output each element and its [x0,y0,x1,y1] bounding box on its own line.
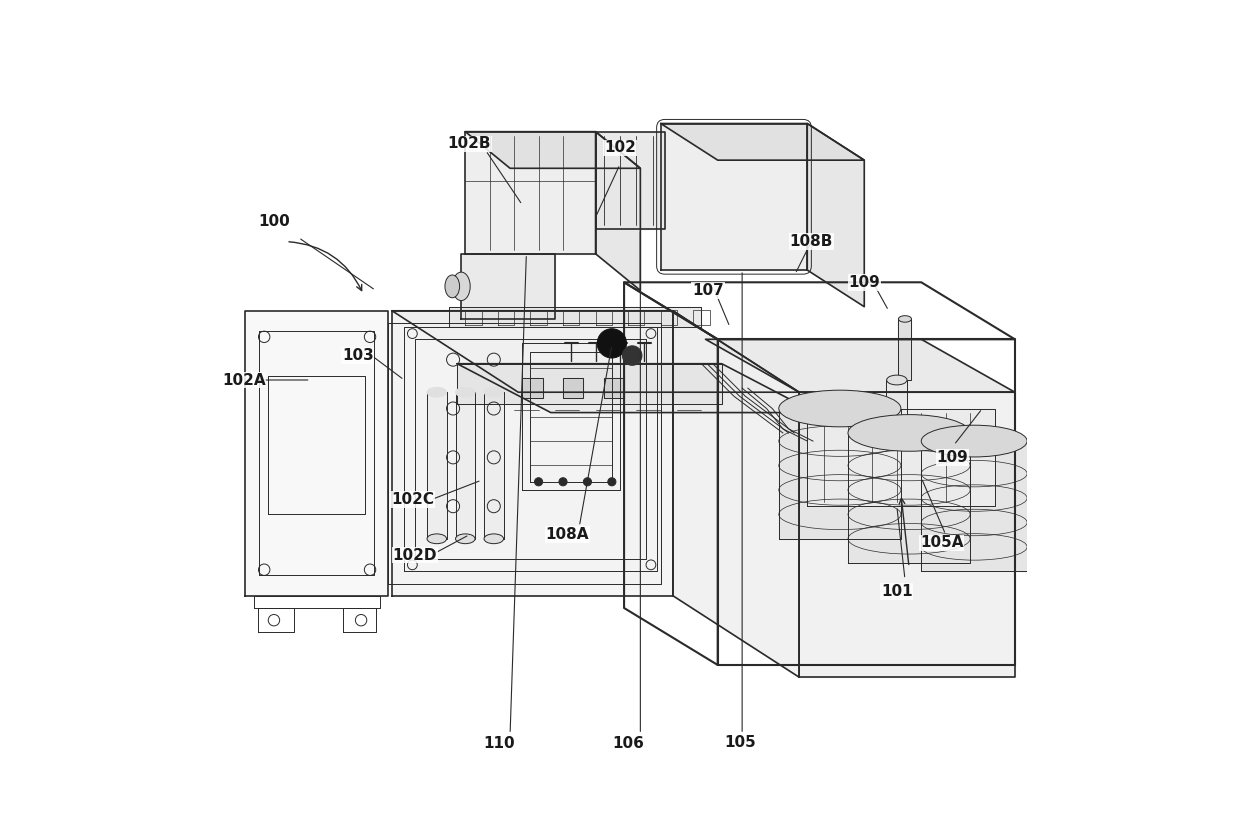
Circle shape [583,478,591,486]
Ellipse shape [887,375,906,385]
Text: 101: 101 [882,584,913,599]
Text: 110: 110 [484,736,516,752]
Text: 108A: 108A [546,527,589,542]
Polygon shape [388,323,661,583]
Ellipse shape [779,391,901,426]
Text: 109: 109 [936,450,968,465]
Polygon shape [899,319,911,380]
Polygon shape [887,380,908,445]
Polygon shape [427,392,446,538]
Text: 102D: 102D [393,547,436,563]
Polygon shape [563,377,583,398]
Polygon shape [807,408,994,507]
Polygon shape [595,132,640,290]
Polygon shape [465,132,640,168]
Polygon shape [779,408,901,538]
Polygon shape [484,392,503,538]
Text: 102B: 102B [448,136,491,151]
Polygon shape [455,392,475,538]
Polygon shape [848,433,970,563]
Text: 108B: 108B [790,234,833,249]
Text: 103: 103 [342,348,373,363]
Ellipse shape [899,315,911,322]
Circle shape [622,346,642,365]
Polygon shape [458,364,722,404]
Polygon shape [246,310,388,596]
Text: 105: 105 [724,734,756,750]
Text: 100: 100 [258,214,290,229]
Ellipse shape [848,414,970,451]
Polygon shape [807,123,864,306]
Polygon shape [661,123,807,270]
Ellipse shape [455,534,475,543]
Ellipse shape [427,534,446,543]
Polygon shape [522,377,543,398]
Ellipse shape [455,387,475,397]
Ellipse shape [453,272,470,301]
Text: 106: 106 [613,736,644,752]
Polygon shape [465,132,595,254]
Polygon shape [458,364,816,413]
Circle shape [559,478,567,486]
Text: 102A: 102A [222,373,265,387]
Text: 105A: 105A [920,535,963,551]
Polygon shape [673,310,799,677]
Ellipse shape [445,275,460,297]
Polygon shape [706,339,1014,392]
Polygon shape [461,254,554,319]
Ellipse shape [484,534,503,543]
Ellipse shape [921,425,1027,457]
Polygon shape [921,441,1027,571]
Polygon shape [661,123,864,160]
Polygon shape [595,132,665,230]
Circle shape [608,478,616,486]
Polygon shape [449,306,702,327]
Text: 109: 109 [848,275,880,290]
Text: 107: 107 [692,283,724,298]
Ellipse shape [427,387,446,397]
Polygon shape [799,392,1014,677]
Text: 102C: 102C [391,492,434,507]
Circle shape [534,478,543,486]
Polygon shape [392,310,799,392]
Circle shape [598,328,626,358]
Polygon shape [392,310,673,596]
Text: 102: 102 [604,141,636,155]
Polygon shape [604,377,624,398]
Ellipse shape [484,387,503,397]
